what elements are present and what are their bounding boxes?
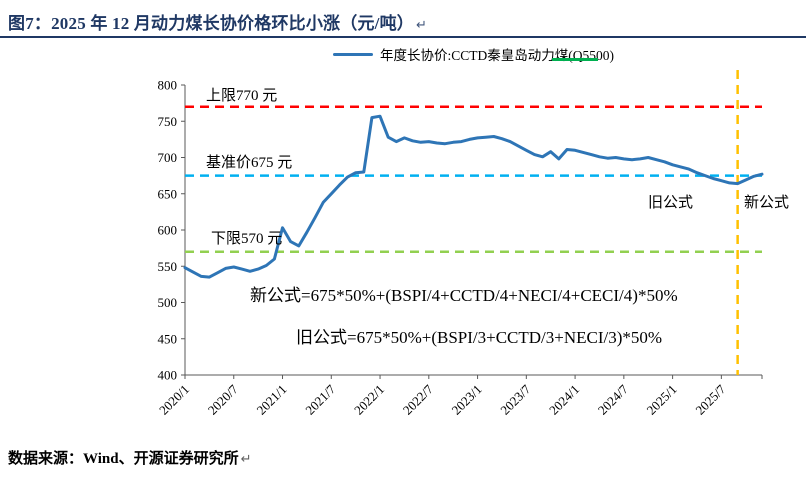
new-formula-side-label: 新公式 <box>744 195 790 211</box>
x-tick-label: 2024/1 <box>546 382 582 418</box>
base-price-label: 基准价675 元 <box>206 155 293 171</box>
x-tick-label: 2025/1 <box>644 382 680 418</box>
return-mark-icon: ↵ <box>240 451 252 466</box>
x-tick-label: 2023/1 <box>449 382 485 418</box>
x-tick-label: 2025/7 <box>692 381 728 417</box>
y-tick-label: 450 <box>158 331 178 346</box>
new-formula-text: 新公式=675*50%+(BSPI/4+CCTD/4+NECI/4+CECI/4… <box>250 286 678 305</box>
x-tick-label: 2021/7 <box>302 381 338 417</box>
y-tick-label: 550 <box>158 259 178 274</box>
figure-title-text: 图7：2025 年 12 月动力煤长协价格环比小涨（元/吨） <box>8 14 414 33</box>
old-formula-side-label: 旧公式 <box>648 195 694 211</box>
old-formula-text: 旧公式=675*50%+(BSPI/3+CCTD/3+NECI/3)*50% <box>296 328 663 347</box>
x-tick-label: 2020/1 <box>156 382 192 418</box>
upper-limit-label: 上限770 元 <box>206 88 278 104</box>
lower-limit-label: 下限570 元 <box>211 231 283 247</box>
return-mark-icon: ↵ <box>415 17 428 32</box>
figure-title: 图7：2025 年 12 月动力煤长协价格环比小涨（元/吨） ↵ <box>8 9 427 34</box>
x-tick-label: 2020/7 <box>205 381 241 417</box>
y-tick-label: 400 <box>158 368 178 383</box>
title-separator-rule <box>0 36 806 38</box>
data-source-text: 数据来源：Wind、开源证券研究所 <box>8 451 239 467</box>
y-tick-label: 800 <box>158 78 178 93</box>
x-tick-label: 2023/7 <box>497 381 533 417</box>
x-tick-label: 2021/1 <box>253 382 289 418</box>
x-tick-label: 2022/1 <box>351 382 387 418</box>
y-tick-label: 650 <box>158 186 178 201</box>
price-series-line <box>183 114 764 279</box>
x-tick-label: 2024/7 <box>595 381 631 417</box>
y-tick-label: 500 <box>158 295 178 310</box>
y-tick-label: 600 <box>158 223 178 238</box>
legend-line-swatch-icon <box>333 52 373 56</box>
y-tick-label: 750 <box>158 114 178 129</box>
data-source-note: 数据来源：Wind、开源证券研究所 ↵ <box>8 447 252 468</box>
y-tick-label: 700 <box>158 150 178 165</box>
x-tick-label: 2022/7 <box>400 381 436 417</box>
legend-underline-mark <box>552 58 598 61</box>
